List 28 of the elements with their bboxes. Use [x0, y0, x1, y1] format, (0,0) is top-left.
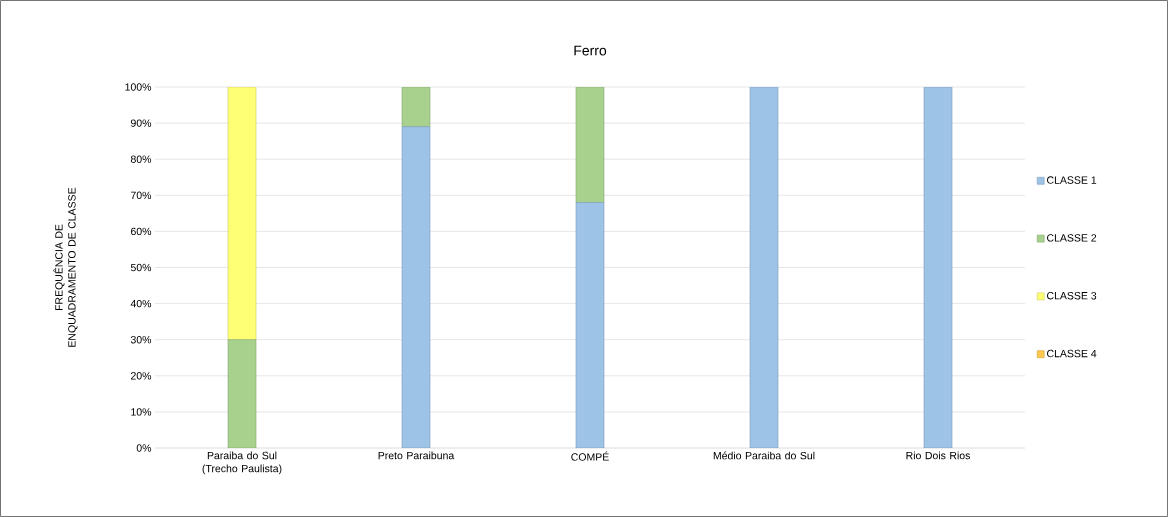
x-tick-label: COMPÉ — [571, 451, 609, 461]
legend-label: CLASSE 3 — [1047, 291, 1097, 300]
x-tick-label: Médio Paraiba do Sul — [713, 451, 815, 460]
bar — [401, 126, 431, 448]
x-tick-label: Paraiba do Sul (Trecho Paulista) — [202, 451, 282, 475]
bar — [575, 202, 605, 448]
y-tick-label: 70% — [131, 191, 152, 200]
chart-title: Ferro — [574, 45, 607, 56]
y-tick-label: 90% — [130, 119, 152, 127]
bar — [575, 87, 605, 203]
y-axis-title: FREQUÊNCIA DE ENQUADRAMENTO DE CLASSE — [53, 187, 78, 347]
y-tick-label: 100% — [125, 83, 152, 91]
bar — [923, 87, 953, 448]
y-tick-label: 0% — [136, 444, 152, 452]
y-tick-label: 40% — [130, 299, 152, 308]
y-tick-label: 30% — [130, 335, 152, 344]
x-tick-label: Rio Dois Rios — [906, 451, 970, 460]
y-tick-label: 50% — [130, 263, 152, 272]
y-tick-label: 60% — [131, 227, 152, 236]
bar — [749, 87, 779, 448]
legend-label: CLASSE 4 — [1047, 349, 1097, 358]
legend-label: CLASSE 2 — [1047, 234, 1097, 242]
x-tick-label: Preto Paraibuna — [378, 451, 455, 460]
y-tick-label: 20% — [131, 372, 152, 380]
y-tick-label: 10% — [131, 408, 152, 416]
bar — [227, 339, 257, 448]
y-tick-label: 80% — [130, 155, 152, 163]
legend-label: CLASSE 1 — [1047, 176, 1097, 184]
